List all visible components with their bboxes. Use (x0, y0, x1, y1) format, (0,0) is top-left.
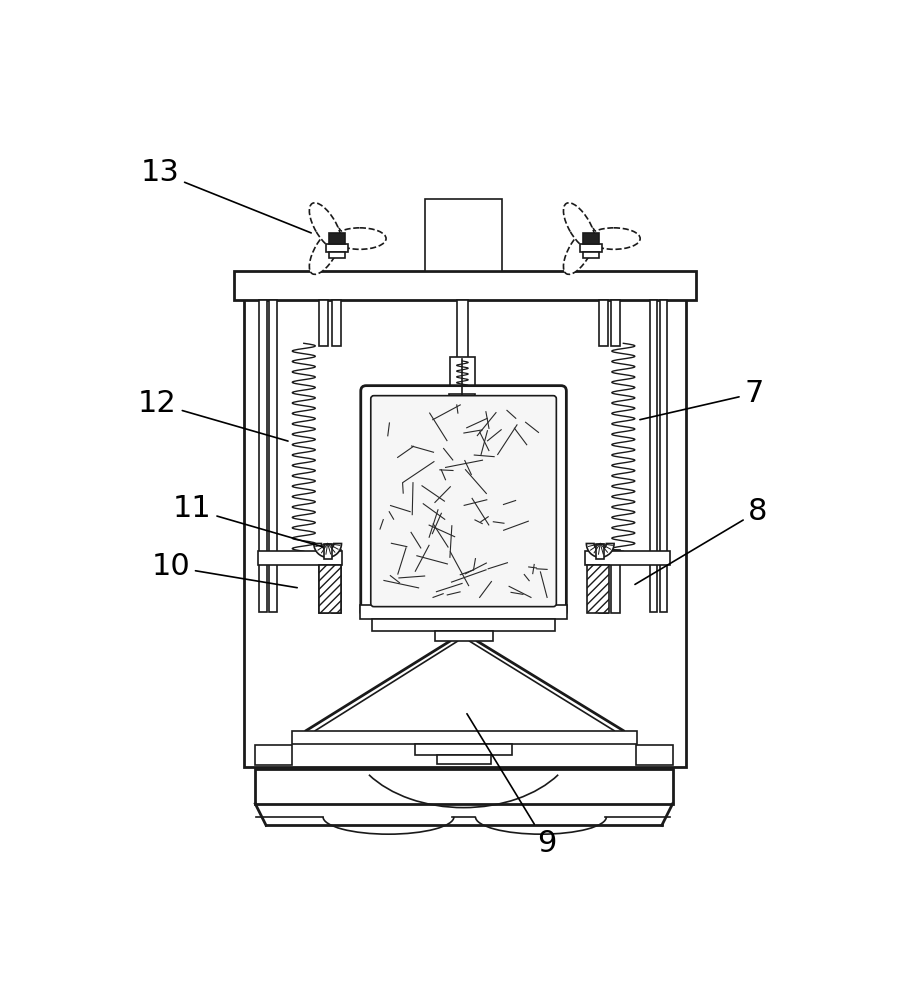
Bar (424, 199, 502, 271)
Bar (257, 551, 342, 565)
Bar (329, 252, 345, 258)
FancyBboxPatch shape (371, 396, 556, 607)
Ellipse shape (333, 228, 386, 249)
Bar (318, 550, 328, 613)
Bar (595, 544, 603, 559)
Ellipse shape (587, 228, 640, 249)
Ellipse shape (309, 228, 341, 274)
Bar (244, 299, 686, 767)
Wedge shape (585, 544, 613, 557)
Bar (329, 233, 345, 244)
Bar (324, 544, 331, 559)
Text: 10: 10 (151, 552, 297, 588)
Bar (584, 551, 668, 565)
Bar (598, 550, 607, 613)
Bar (434, 631, 492, 641)
Bar (360, 605, 566, 619)
Text: 7: 7 (640, 379, 763, 420)
Text: 11: 11 (172, 494, 321, 547)
Bar (658, 300, 667, 612)
Bar (580, 244, 601, 252)
Bar (598, 300, 607, 346)
Text: 13: 13 (140, 158, 311, 233)
Bar (326, 244, 347, 252)
Text: 8: 8 (634, 497, 767, 584)
FancyBboxPatch shape (361, 386, 566, 617)
Bar (449, 357, 474, 400)
Bar (292, 731, 637, 744)
Bar (437, 755, 491, 764)
Bar (255, 745, 292, 765)
Bar (611, 300, 620, 346)
Text: 9: 9 (466, 714, 556, 858)
Bar (449, 394, 475, 402)
Bar (586, 565, 608, 613)
Ellipse shape (563, 203, 595, 250)
Bar (235, 271, 695, 300)
Wedge shape (313, 544, 341, 557)
Bar (259, 300, 266, 612)
Bar (331, 550, 340, 613)
Bar (456, 300, 467, 362)
Bar (649, 300, 657, 612)
Bar (372, 619, 554, 631)
Bar (255, 769, 672, 804)
Bar (318, 565, 340, 613)
Text: 12: 12 (138, 389, 288, 441)
Bar (611, 550, 620, 613)
Bar (583, 252, 598, 258)
Bar (269, 300, 277, 612)
Bar (331, 300, 340, 346)
Bar (318, 300, 328, 346)
Ellipse shape (563, 228, 595, 274)
Bar (583, 233, 598, 244)
Ellipse shape (309, 203, 341, 250)
Bar (635, 745, 672, 765)
Bar (415, 744, 512, 755)
